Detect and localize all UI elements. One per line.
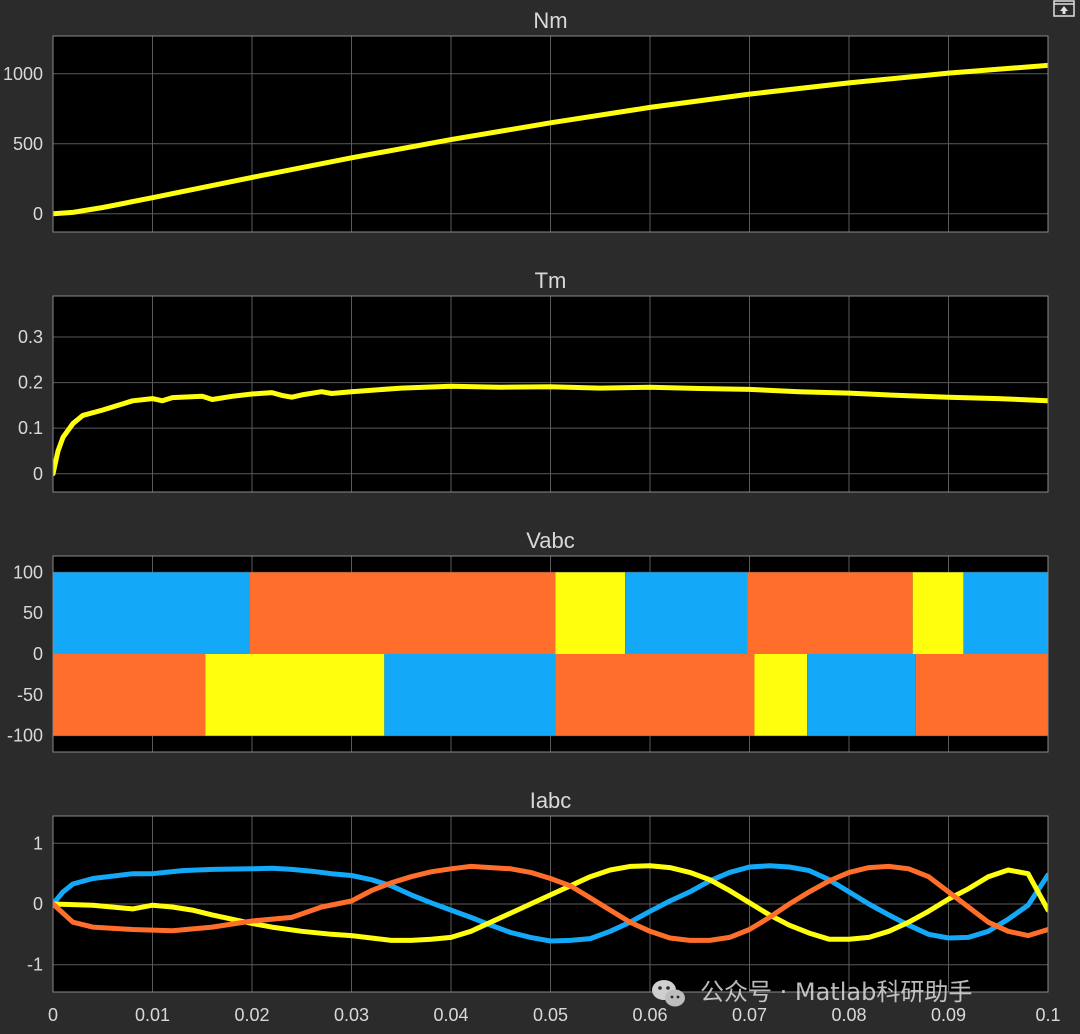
voltage-segment [555, 654, 755, 736]
voltage-segment [53, 654, 206, 736]
y-tick-label: 0.2 [18, 373, 43, 393]
voltage-segment [205, 654, 385, 736]
plot-area [53, 572, 1048, 736]
x-tick-label: 0.07 [732, 1005, 767, 1025]
y-tick-label: 0.3 [18, 327, 43, 347]
voltage-segment [747, 572, 913, 654]
watermark-text: 公众号 · Matlab科研助手 [700, 978, 972, 1006]
axes-frame [52, 295, 1049, 493]
y-tick-label: 50 [23, 603, 43, 623]
y-tick-label: 1 [33, 833, 43, 853]
y-tick-label: 0 [33, 464, 43, 484]
plot-area [53, 863, 1048, 944]
x-tick-label: 0.08 [831, 1005, 866, 1025]
restore-axes-button[interactable] [1053, 0, 1075, 17]
y-tick-label: 0 [33, 894, 43, 914]
series-line [53, 863, 1048, 943]
series-line [53, 62, 1048, 217]
x-tick-label: 0 [48, 1005, 58, 1025]
wechat-icon [652, 980, 685, 1007]
subplot-nm: Nm 0 500 1000 [3, 8, 1049, 233]
subplot-title: Tm [535, 268, 567, 293]
voltage-segment [912, 572, 964, 654]
y-tick-label: 0 [33, 204, 43, 224]
subplot-title: Vabc [526, 528, 575, 553]
subplot-title: Nm [533, 8, 567, 33]
x-tick-label: 0.05 [533, 1005, 568, 1025]
series-line [53, 383, 1048, 477]
voltage-segment [963, 572, 1048, 654]
plot-area [53, 383, 1048, 477]
subplot-iabc: Iabc 0 0.01 0.02 0.03 0.04 0.05 0.06 0.07 0.08 0.0… [27, 788, 1061, 1025]
axes-frame [52, 815, 1049, 993]
y-tick-label: 1000 [3, 64, 43, 84]
subplot-title: Iabc [530, 788, 572, 813]
x-tick-label: 0.04 [433, 1005, 468, 1025]
voltage-segment [384, 654, 556, 736]
axes-frame [52, 35, 1049, 233]
y-tick-label: 0.1 [18, 418, 43, 438]
y-tick-label: -50 [17, 685, 43, 705]
subplot-tm: Tm 0 0.1 0.2 0.3 [18, 268, 1049, 493]
subplot-vabc: Vabc -100 -50 0 50 100 [7, 528, 1049, 753]
series-line [53, 863, 1048, 944]
x-tick-label: 0.09 [931, 1005, 966, 1025]
x-tick-label: 0.1 [1035, 1005, 1060, 1025]
voltage-segment [807, 654, 916, 736]
x-tick-label: 0.06 [632, 1005, 667, 1025]
y-tick-label: 0 [33, 644, 43, 664]
y-tick-label: -100 [7, 726, 43, 746]
voltage-segment [250, 572, 556, 654]
y-tick-label: 500 [13, 134, 43, 154]
voltage-segment [555, 572, 626, 654]
voltage-segment [625, 572, 748, 654]
axes-frame [52, 555, 1049, 753]
x-tick-label: 0.03 [334, 1005, 369, 1025]
x-tick-label: 0.01 [135, 1005, 170, 1025]
watermark: 公众号 · Matlab科研助手 [652, 978, 972, 1007]
voltage-segment [915, 654, 1048, 736]
voltage-segment [754, 654, 808, 736]
y-tick-label: -1 [27, 955, 43, 975]
voltage-segment [53, 572, 251, 654]
x-tick-label: 0.02 [234, 1005, 269, 1025]
plot-area [53, 62, 1048, 217]
y-tick-label: 100 [13, 562, 43, 582]
restore-axes-icon [1053, 0, 1075, 17]
